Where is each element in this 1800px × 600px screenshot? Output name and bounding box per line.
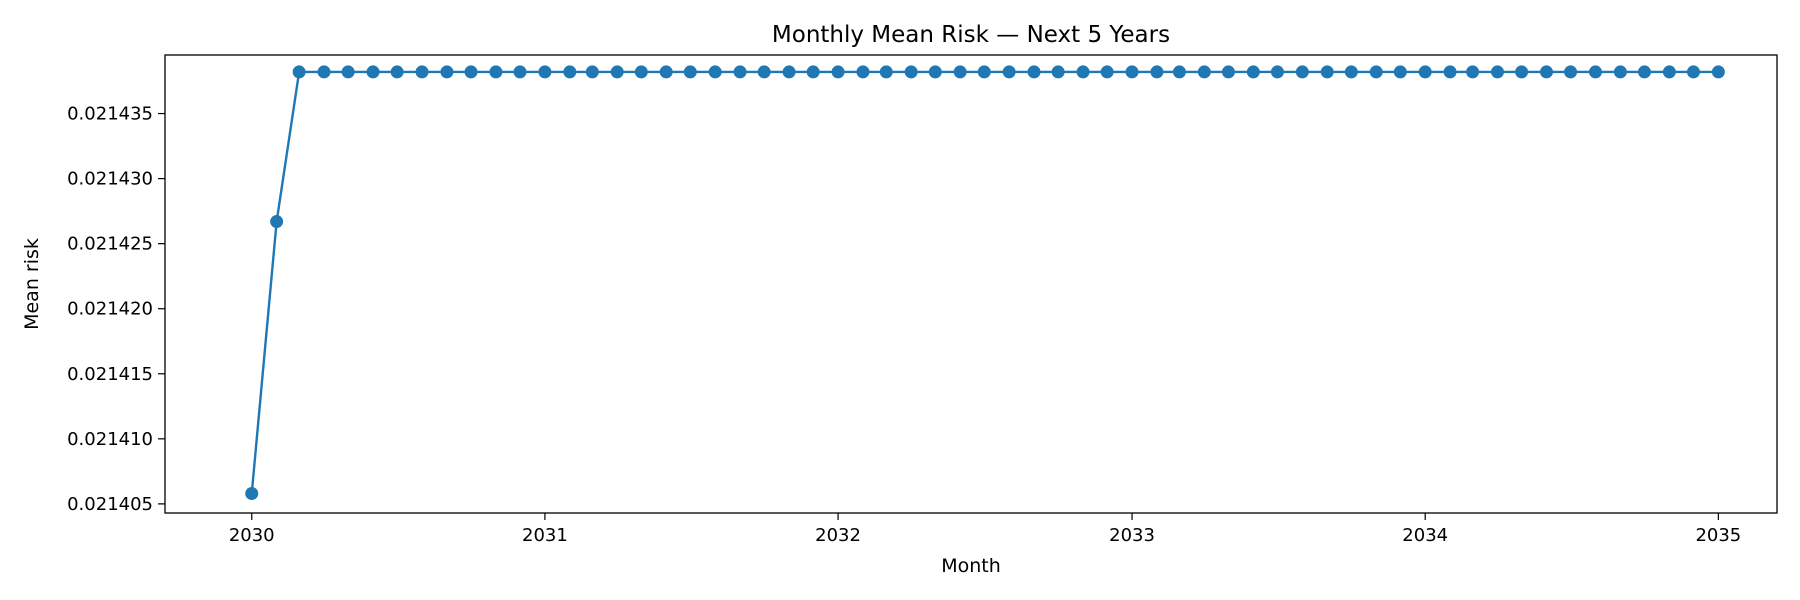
data-point [390,65,404,79]
x-tick-label: 2032 [815,525,861,546]
y-tick-label: 0.021420 [67,299,153,320]
y-axis-label: Mean risk [21,238,43,330]
data-point [856,65,870,79]
data-point [1490,65,1504,79]
data-point [1221,65,1235,79]
chart-title: Monthly Mean Risk — Next 5 Years [772,22,1170,48]
x-tick-label: 2030 [229,525,275,546]
data-point [1588,65,1602,79]
data-point [928,65,942,79]
plot-frame [164,54,1778,514]
data-point [1369,65,1383,79]
data-point [245,486,259,500]
x-axis-label: Month [941,555,1001,577]
y-axis: 0.021405 0.021410 0.021415 0.021420 0.021425… [67,104,165,515]
plot-area [245,65,1725,500]
data-point [1197,65,1211,79]
data-point [292,65,306,79]
y-tick-label: 0.021435 [67,104,153,125]
data-point [1320,65,1334,79]
series-line [250,70,1719,494]
data-point [1711,65,1725,79]
data-point [1686,65,1700,79]
data-point [1613,65,1627,79]
data-point [1150,65,1164,79]
data-point [1564,65,1578,79]
x-tick-label: 2031 [522,525,568,546]
data-point [1662,65,1676,79]
data-point [1100,65,1114,79]
y-tick-label: 0.021415 [67,364,153,385]
data-point [708,65,722,79]
data-point [513,65,527,79]
data-point [1466,65,1480,79]
data-point [538,65,552,79]
data-point [659,65,673,79]
data-point [1443,65,1457,79]
data-point [953,65,967,79]
data-point [563,65,577,79]
y-tick-label: 0.021410 [67,429,153,450]
data-point [1515,65,1529,79]
data-point [585,65,599,79]
data-point [879,65,893,79]
data-point [757,65,771,79]
data-point [366,65,380,79]
data-point [1393,65,1407,79]
data-point [1344,65,1358,79]
data-point [1125,65,1139,79]
x-axis: 2030 2031 2032 2033 2034 2035 [229,513,1741,546]
y-tick-label: 0.021425 [67,234,153,255]
data-point [1539,65,1553,79]
data-point [440,65,454,79]
data-point [610,65,624,79]
data-point [806,65,820,79]
data-point [831,65,845,79]
data-point [904,65,918,79]
data-point [415,65,429,79]
data-point [464,65,478,79]
x-tick-label: 2035 [1695,525,1741,546]
data-point [782,65,796,79]
data-point [733,65,747,79]
y-tick-label: 0.021430 [67,169,153,190]
data-point [634,65,648,79]
y-tick-label: 0.021405 [67,494,153,515]
data-point [1027,65,1041,79]
data-point [1076,65,1090,79]
data-point [683,65,697,79]
x-tick-label: 2034 [1402,525,1448,546]
data-point [1051,65,1065,79]
data-point [1246,65,1260,79]
x-tick-label: 2033 [1109,525,1155,546]
data-point [1270,65,1284,79]
data-point [1637,65,1651,79]
data-point [317,65,331,79]
data-point [1002,65,1016,79]
data-point [489,65,503,79]
data-point [341,65,355,79]
data-point [977,65,991,79]
data-point [270,215,284,229]
data-point [1172,65,1186,79]
data-point [1418,65,1432,79]
data-point [1295,65,1309,79]
